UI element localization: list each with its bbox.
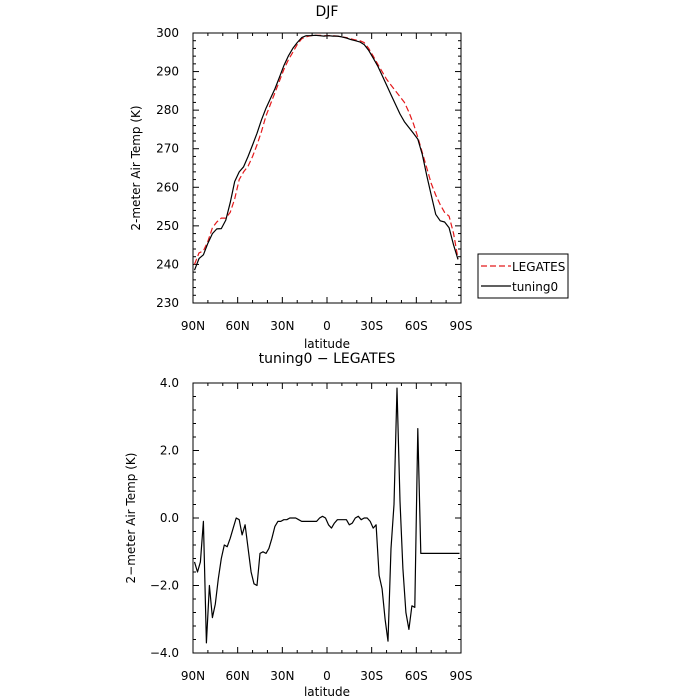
- x-tick-label: 90S: [450, 319, 473, 333]
- series-line-tuning0: [193, 34, 459, 271]
- y-axis-label: 2−meter Air Temp (K): [124, 453, 138, 584]
- series-line-legates: [193, 34, 459, 265]
- bottom-panel: tuning0 − LEGATES 90N 60N 30N 0 30S 60S 90S −4.…: [124, 351, 472, 699]
- legend-label-tuning0: tuning0: [512, 280, 558, 294]
- legend-label-legates: LEGATES: [512, 260, 565, 274]
- y-axis-label: 2-meter Air Temp (K): [129, 105, 143, 230]
- y-tick-label: 270: [156, 142, 179, 156]
- axes-ticks: 90N 60N 30N 0 30S 60S 90S 230 240 250 260 270 280 290…: [156, 26, 472, 333]
- axes-ticks: 90N 60N 30N 0 30S 60S 90S −4.0 −2.0 0.0 2.0 4.0: [150, 376, 473, 683]
- series-line-series-0: [193, 387, 460, 644]
- legend-box: [477, 253, 569, 299]
- x-tick-label: 60S: [405, 669, 428, 683]
- y-tick-label: −4.0: [150, 646, 179, 660]
- x-axis-label: latitude: [304, 337, 350, 351]
- plot-frame: [192, 32, 462, 304]
- x-tick-label: 60N: [226, 669, 250, 683]
- plot-frame: [192, 382, 462, 654]
- x-axis-label: latitude: [304, 685, 350, 699]
- x-tick-label: 90N: [181, 669, 205, 683]
- top-panel: DJF 90N 60N 30N 0 30S 60S 90S 230 240 250 260 270 28…: [129, 4, 569, 351]
- y-tick-label: 240: [156, 257, 179, 271]
- series-group: [193, 34, 459, 271]
- x-tick-label: 60S: [405, 319, 428, 333]
- y-tick-label: 290: [156, 65, 179, 79]
- y-tick-label: 0.0: [160, 511, 179, 525]
- y-tick-label: 250: [156, 219, 179, 233]
- x-tick-label: 0: [323, 319, 331, 333]
- series-group: [193, 387, 460, 644]
- x-tick-label: 90N: [181, 319, 205, 333]
- chart-title: DJF: [316, 4, 339, 20]
- y-tick-label: 260: [156, 180, 179, 194]
- x-tick-label: 90S: [450, 669, 473, 683]
- x-tick-label: 30N: [270, 669, 294, 683]
- y-tick-label: 300: [156, 26, 179, 40]
- y-tick-label: 280: [156, 103, 179, 117]
- y-tick-label: −2.0: [150, 579, 179, 593]
- chart-title: tuning0 − LEGATES: [259, 351, 396, 367]
- y-tick-label: 2.0: [160, 444, 179, 458]
- legend: LEGATES tuning0: [477, 253, 569, 299]
- x-tick-label: 30S: [360, 669, 383, 683]
- x-tick-label: 30S: [360, 319, 383, 333]
- x-tick-label: 30N: [270, 319, 294, 333]
- x-tick-label: 0: [323, 669, 331, 683]
- x-tick-label: 60N: [226, 319, 250, 333]
- y-tick-label: 230: [156, 296, 179, 310]
- y-tick-label: 4.0: [160, 376, 179, 390]
